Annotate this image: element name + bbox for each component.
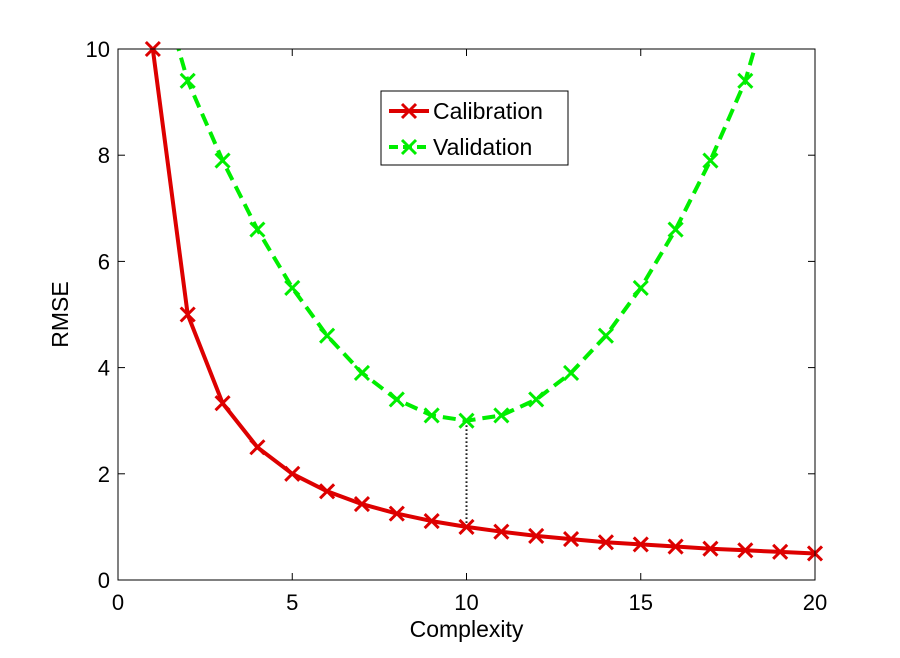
data-point-validation [528,391,545,408]
data-point-validation [284,279,301,297]
data-point-calibration [667,538,684,555]
data-point-validation [214,152,231,169]
data-point-calibration [528,527,545,544]
data-point-validation [737,72,754,89]
y-tick-label: 6 [98,249,110,274]
data-point-validation [179,72,196,89]
data-point-calibration [353,496,371,513]
data-point-validation [562,364,580,381]
legend-item-calibration: Calibration [389,98,543,124]
data-point-validation [493,407,510,424]
y-tick-label: 10 [86,37,110,62]
data-point-validation [249,221,266,238]
legend-box [380,90,569,166]
y-axis-label: RMSE [47,281,73,347]
data-point-calibration [562,531,580,548]
data-point-calibration [214,395,231,412]
data-point-calibration [597,534,614,551]
x-tick-label: 10 [454,590,478,615]
legend-marker [400,138,418,156]
data-point-validation [319,327,336,344]
data-point-validation [702,152,719,169]
data-point-calibration [632,536,649,553]
data-point-validation [667,221,684,238]
y-tick-label: 4 [98,356,110,381]
data-point-calibration [179,306,196,323]
legend-label-validation: Validation [433,134,532,160]
y-tick-label: 0 [98,568,110,593]
data-point-validation [423,407,440,424]
data-point-calibration [772,543,789,560]
data-point-calibration [458,518,475,535]
data-point-calibration [493,523,510,540]
x-tick-label: 15 [629,590,653,615]
x-tick-label: 0 [112,590,124,615]
data-point-calibration [737,542,754,559]
data-point-validation [597,327,614,344]
x-axis-label: Complexity [410,616,524,642]
y-tick-label: 2 [98,462,110,487]
data-point-calibration [423,512,440,530]
data-point-calibration [319,483,336,500]
data-point-validation [632,279,649,297]
y-tick-label: 8 [98,143,110,168]
data-point-calibration [249,439,266,456]
x-tick-label: 5 [286,590,298,615]
data-point-validation [353,364,371,381]
legend-marker [400,102,418,120]
legend-label-calibration: Calibration [433,98,543,124]
legend-item-validation: Validation [389,134,532,160]
data-point-calibration [284,465,301,482]
data-point-validation [388,391,405,408]
data-point-validation [458,412,475,429]
plot-frame [117,48,816,581]
data-point-calibration [388,505,405,522]
x-tick-label: 20 [803,590,827,615]
data-point-calibration [702,540,719,557]
